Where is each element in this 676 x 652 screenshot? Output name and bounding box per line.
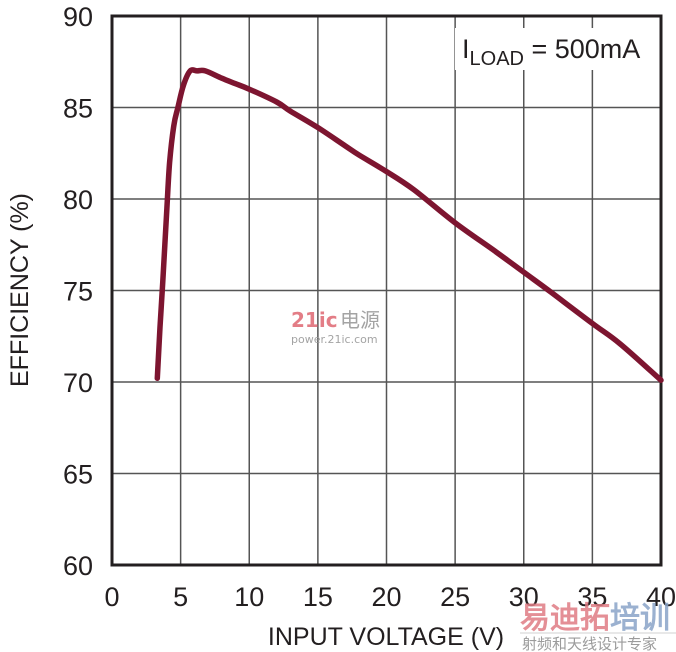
- annotation-background: [455, 28, 645, 70]
- x-tick-label: 25: [440, 582, 470, 612]
- plot-frame: [110, 14, 663, 567]
- y-axis-title: EFFICIENCY (%): [6, 193, 34, 387]
- svg-text:射频和天线设计专家: 射频和天线设计专家: [522, 635, 657, 652]
- y-tick-label: 90: [63, 2, 93, 32]
- svg-text:电源: 电源: [340, 308, 380, 332]
- y-tick-label: 80: [63, 185, 93, 215]
- y-tick-label: 75: [63, 277, 93, 307]
- y-axis-ticks: 90 85 80 75 70 65 60: [63, 2, 93, 581]
- x-tick-label: 30: [509, 582, 539, 612]
- y-tick-label: 85: [63, 94, 93, 124]
- x-tick-label: 15: [303, 582, 333, 612]
- x-tick-label: 40: [646, 582, 676, 612]
- x-axis-ticks: 0 5 10 15 20 25 30 35 40: [104, 582, 676, 612]
- y-tick-label: 65: [63, 460, 93, 490]
- center-watermark: 21ic 电源 power.21ic.com: [291, 308, 380, 346]
- efficiency-curve: [154, 67, 664, 383]
- svg-text:power.21ic.com: power.21ic.com: [291, 333, 378, 346]
- x-tick-label: 35: [577, 582, 607, 612]
- corner-watermark: 易迪拓 培训 射频和天线设计专家: [520, 601, 676, 652]
- svg-text:易迪拓: 易迪拓: [520, 601, 610, 636]
- x-tick-label: 20: [371, 582, 401, 612]
- svg-text:培训: 培训: [610, 601, 670, 636]
- x-axis-title: INPUT VOLTAGE (V): [268, 623, 504, 651]
- y-tick-label: 70: [63, 368, 93, 398]
- x-tick-label: 10: [234, 582, 264, 612]
- y-tick-label: 60: [63, 551, 93, 581]
- grid-lines: [112, 16, 661, 565]
- load-annotation: ILOAD = 500mA: [462, 34, 640, 70]
- svg-text:21ic: 21ic: [291, 308, 338, 332]
- x-tick-label: 0: [104, 582, 119, 612]
- x-tick-label: 5: [173, 582, 188, 612]
